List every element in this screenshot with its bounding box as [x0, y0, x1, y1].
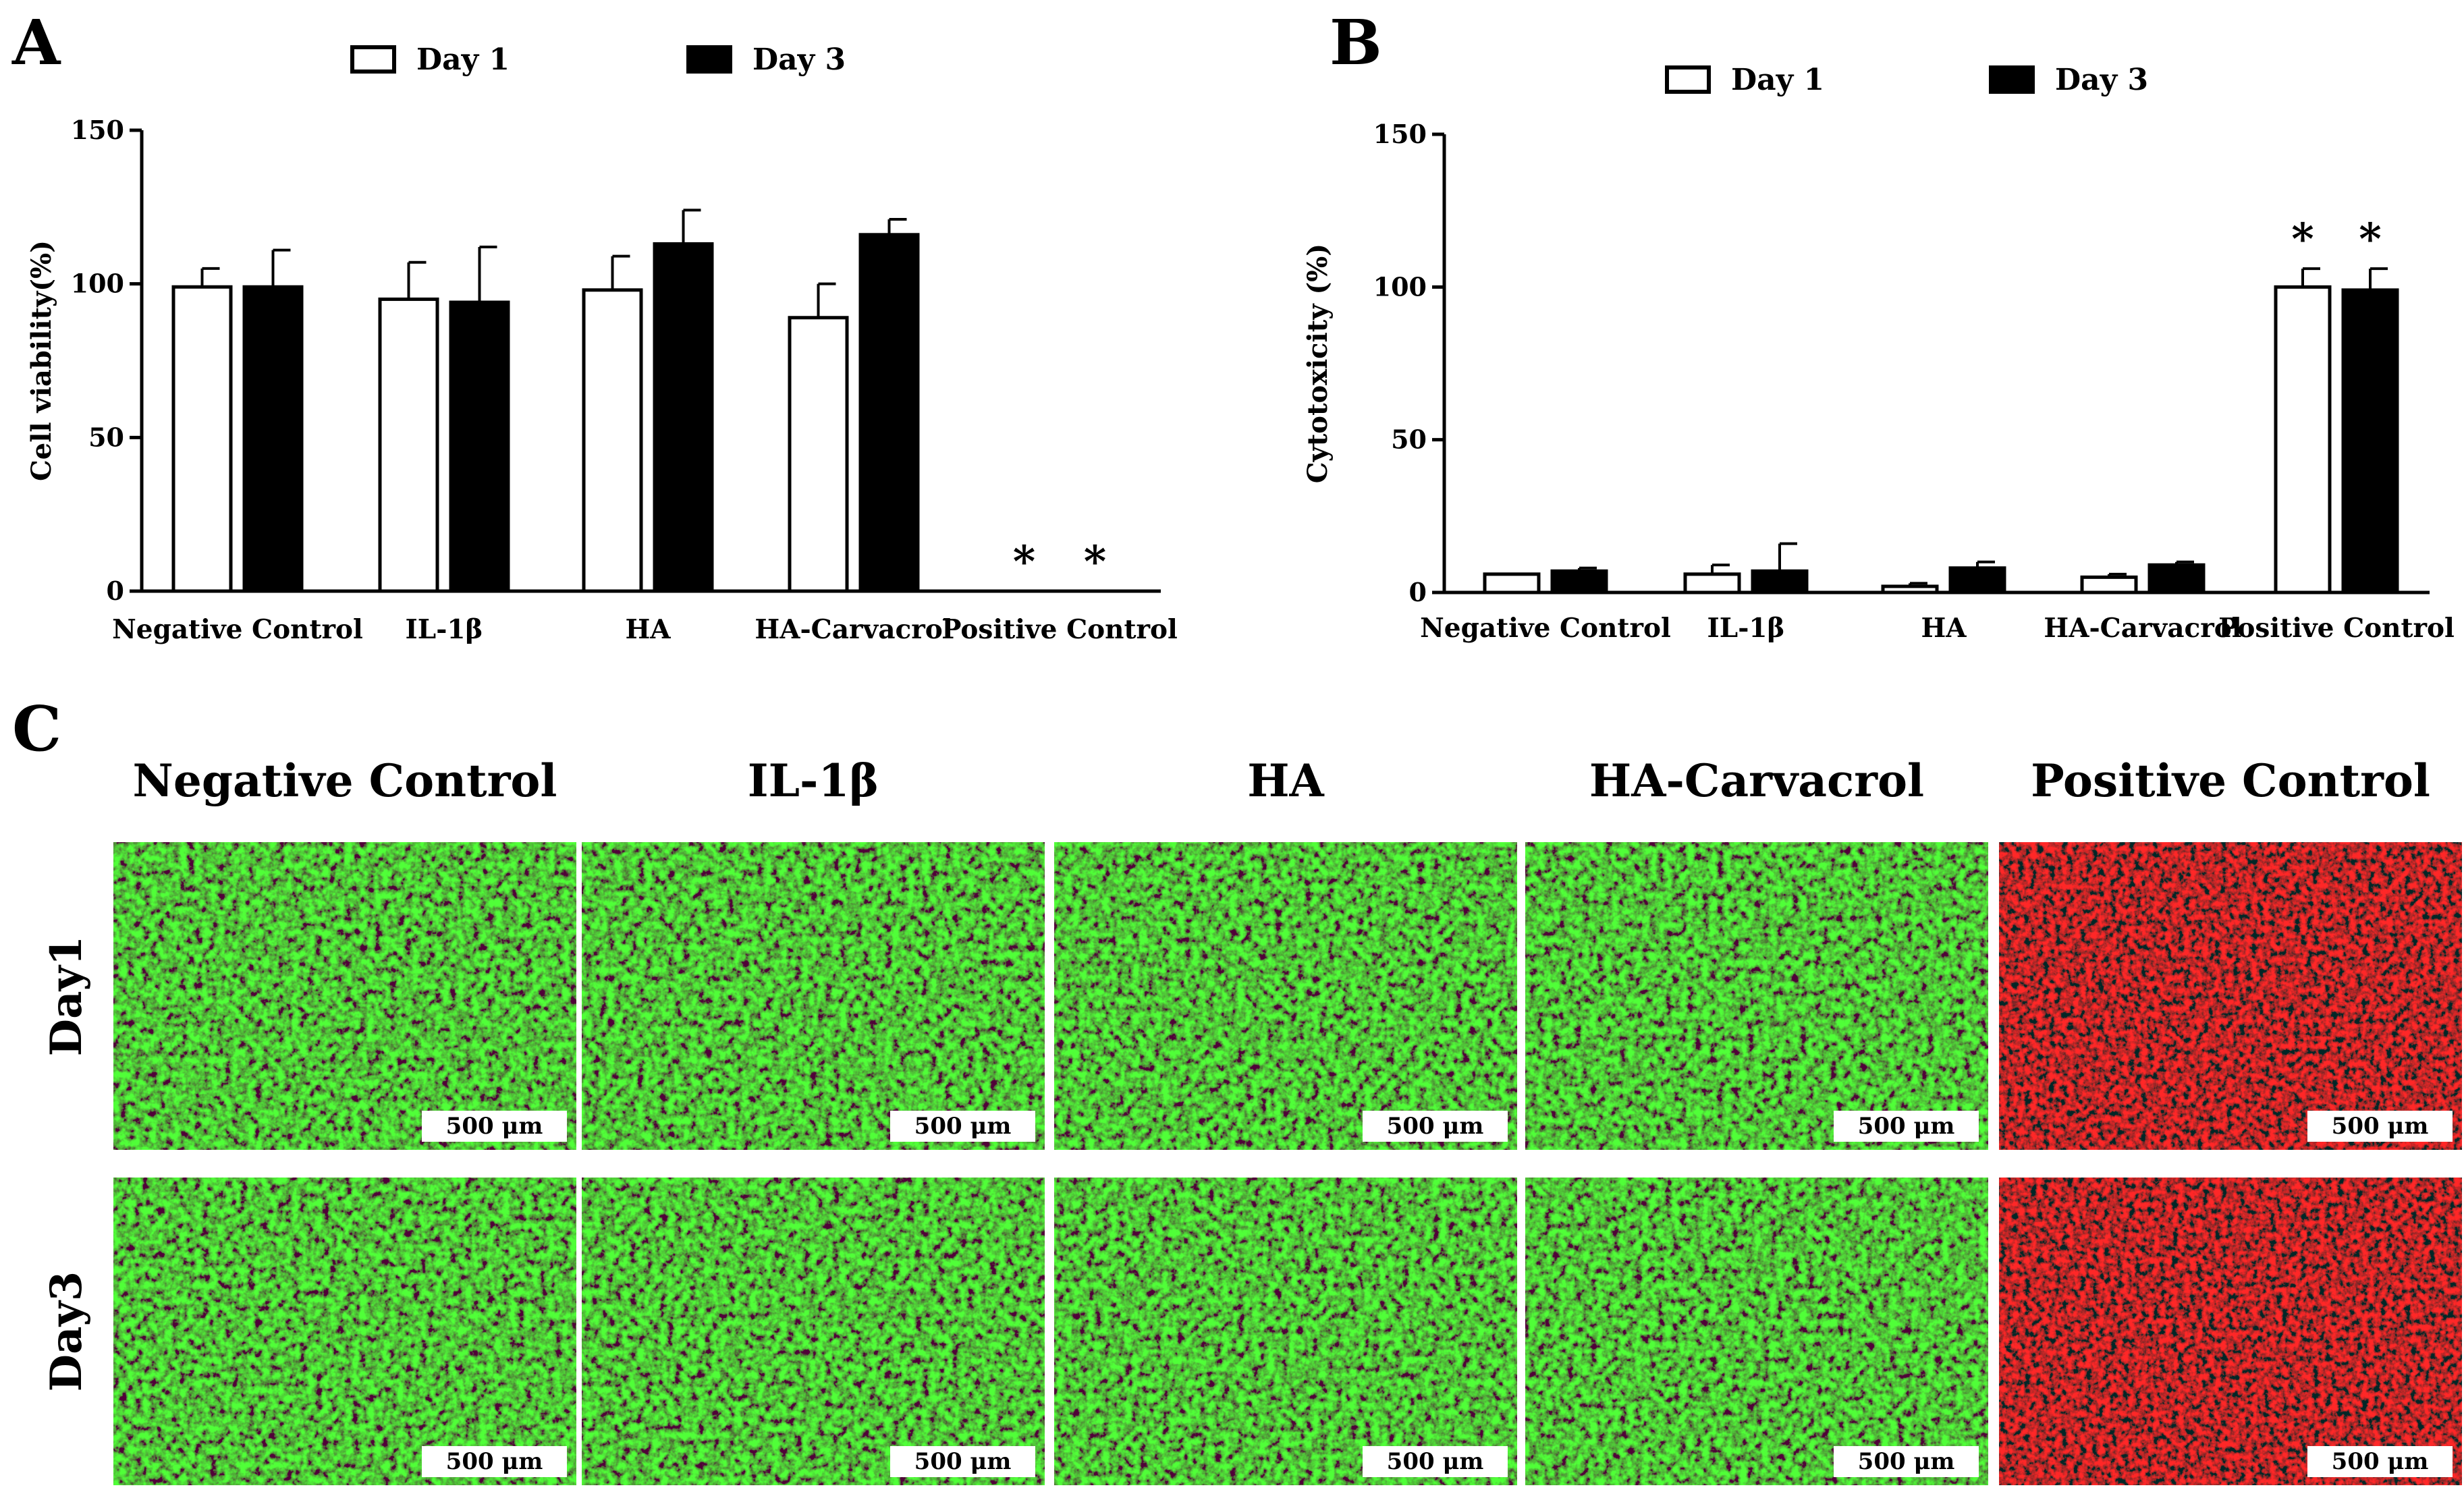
bar-ha-carvacrol-day-1 — [2080, 575, 2138, 594]
legend-label-day-3: Day 3 — [752, 43, 846, 77]
bar-ha-carvacrol-day-1 — [788, 316, 849, 593]
column-title-il-1b: IL-1β — [748, 754, 879, 807]
column-title-ha: HA — [1247, 754, 1324, 807]
column-title-negative-control: Negative Control — [133, 754, 557, 807]
scale-bar-label: 500 μm — [1387, 1448, 1484, 1475]
category-label: IL-1β — [1707, 613, 1785, 644]
category-label: HA — [1921, 613, 1967, 644]
scale-bar — [1363, 1111, 1508, 1142]
scale-bar-label: 500 μm — [1858, 1448, 1955, 1475]
significance-star: * — [1013, 536, 1035, 587]
scale-bar — [422, 1111, 567, 1142]
category-label: Negative Control — [1420, 613, 1671, 644]
column-title-positive-control: Positive Control — [2031, 754, 2430, 807]
y-tick-label: 150 — [71, 115, 124, 145]
chart-a: Cell viability(%) 0 50 100 150 Negative Cont… — [26, 43, 1178, 645]
scale-bar-label: 500 μm — [1387, 1113, 1484, 1140]
bar-il-1b-day-3 — [449, 300, 510, 593]
category-label: HA — [625, 614, 671, 645]
y-axis-label: Cytotoxicity (%) — [1302, 244, 1334, 484]
scale-bar-label: 500 μm — [2332, 1448, 2429, 1475]
legend-swatch-day-1 — [350, 45, 396, 74]
legend-swatch-day-3 — [686, 45, 732, 74]
bar-negative-control-day-3 — [242, 285, 304, 593]
significance-star: * — [2291, 214, 2314, 265]
bar-positive-control-day-1 — [2274, 285, 2332, 594]
scale-bar-label: 500 μm — [446, 1448, 543, 1475]
micrograph-il-1b-day3-cells — [582, 1178, 1045, 1485]
category-label: HA-Carvacrol — [2044, 613, 2241, 644]
scale-bar — [422, 1446, 567, 1477]
bar-ha-carvacrol-day-3 — [858, 233, 920, 593]
row-label-day3: Day3 — [41, 1271, 92, 1392]
bar-negative-control-day-1 — [171, 285, 233, 593]
bar-il-1b-day-3 — [1751, 569, 1809, 594]
micrograph-negative-control-day3-cells — [113, 1178, 576, 1485]
scale-bar-label: 500 μm — [446, 1113, 543, 1140]
micrograph-ha-carvacrol-day3-cells — [1525, 1178, 1988, 1485]
significance-star: * — [2359, 214, 2381, 265]
category-label: IL-1β — [406, 614, 483, 645]
y-tick-label: 50 — [88, 422, 124, 452]
bar-negative-control-day-3 — [1550, 569, 1608, 594]
y-tick-label: 50 — [1391, 424, 1427, 455]
chart-b: Cytotoxicity (%) 0 50 100 150 Negative Contr… — [1302, 63, 2455, 644]
y-tick-label: 150 — [1373, 119, 1427, 149]
scale-bar — [2307, 1446, 2453, 1477]
bar-negative-control-day-1 — [1483, 572, 1541, 594]
category-label: Positive Control — [941, 614, 1178, 645]
micrograph-positive-control-day3-cells — [1999, 1178, 2462, 1485]
bar-ha-day-1 — [582, 288, 643, 593]
legend-swatch-day-3 — [1989, 65, 2035, 94]
micrograph-ha-carvacrol-day1-cells — [1525, 842, 1988, 1150]
bar-il-1b-day-1 — [378, 297, 439, 593]
bar-ha-day-3 — [653, 242, 714, 593]
scale-bar — [890, 1446, 1035, 1477]
bar-positive-control-day-3 — [2341, 288, 2399, 594]
y-tick-label: 0 — [1409, 577, 1427, 607]
scale-bar-label: 500 μm — [1858, 1113, 1955, 1140]
scale-bar-label: 500 μm — [2332, 1113, 2429, 1140]
significance-star: * — [1084, 536, 1106, 587]
panel-label-a: A — [11, 6, 61, 79]
y-axis-label: Cell viability(%) — [26, 240, 57, 481]
category-label: HA-Carvacrol — [755, 614, 952, 645]
scale-bar — [1363, 1446, 1508, 1477]
legend-label-day-1: Day 1 — [1731, 63, 1824, 97]
y-tick-label: 0 — [107, 576, 124, 606]
micrograph-negative-control-day1-cells — [113, 842, 576, 1150]
scale-bar-label: 500 μm — [914, 1448, 1012, 1475]
micrograph-positive-control-day1-cells — [1999, 842, 2462, 1150]
bar-ha-day-3 — [1948, 566, 2006, 594]
legend-swatch-day-1 — [1665, 65, 1711, 94]
row-label-day1: Day1 — [41, 936, 92, 1057]
micrograph-ha-day3-cells — [1054, 1178, 1517, 1485]
micrograph-ha-day1-cells — [1054, 842, 1517, 1150]
bar-il-1b-day-1 — [1683, 572, 1741, 594]
scale-bar — [1834, 1111, 1979, 1142]
y-tick-label: 100 — [1373, 271, 1427, 302]
scale-bar — [890, 1111, 1035, 1142]
micrograph-grid: Negative Control IL-1β HA HA-Carvacrol P… — [41, 754, 2462, 1485]
legend-label-day-1: Day 1 — [416, 43, 510, 77]
scale-bar-label: 500 μm — [914, 1113, 1012, 1140]
panel-label-b: B — [1330, 6, 1382, 79]
bar-ha-carvacrol-day-3 — [2147, 563, 2206, 594]
column-title-ha-carvacrol: HA-Carvacrol — [1589, 754, 1924, 807]
category-label: Positive Control — [2218, 613, 2455, 644]
legend-label-day-3: Day 3 — [2055, 63, 2148, 97]
scale-bar — [2307, 1111, 2453, 1142]
micrograph-il-1b-day1-cells — [582, 842, 1045, 1150]
category-label: Negative Control — [112, 614, 363, 645]
scale-bar — [1834, 1446, 1979, 1477]
panel-label-c: C — [12, 692, 61, 765]
bar-ha-day-1 — [1881, 584, 1939, 594]
y-tick-label: 100 — [71, 269, 124, 299]
